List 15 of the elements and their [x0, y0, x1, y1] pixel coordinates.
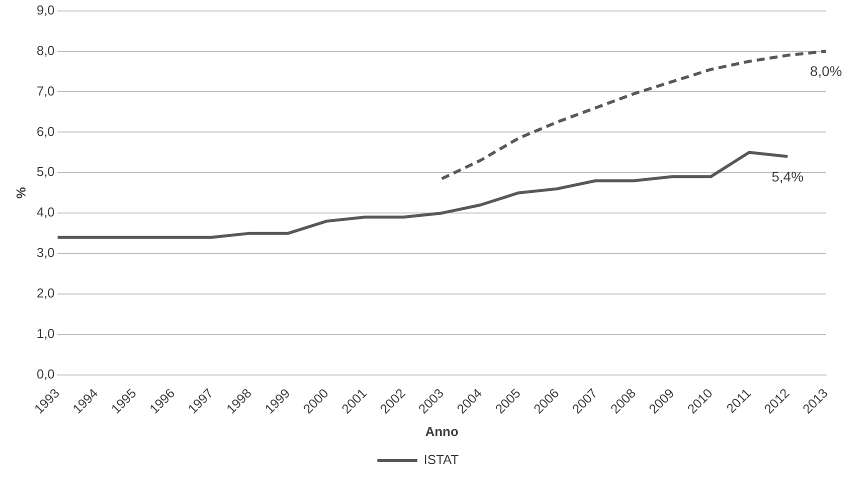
- y-tick-label: 2,0: [36, 286, 55, 301]
- y-tick-label: 7,0: [36, 83, 55, 98]
- data-label: 5,4%: [772, 168, 804, 184]
- y-tick-label: 8,0: [36, 42, 55, 58]
- y-tick-label: 1,0: [36, 326, 55, 342]
- y-tick-label: 0,0: [36, 366, 55, 382]
- x-axis-title: Anno: [425, 424, 458, 439]
- legend-label: ISTAT: [424, 452, 459, 468]
- y-tick-label: 5,0: [36, 164, 55, 180]
- y-tick-label: 6,0: [36, 124, 55, 139]
- y-tick-label: 3,0: [36, 245, 55, 260]
- y-axis-title: %: [13, 186, 28, 199]
- y-tick-label: 4,0: [36, 204, 55, 220]
- y-tick-label: 9,0: [36, 2, 55, 18]
- data-label: 8,0%: [810, 63, 842, 80]
